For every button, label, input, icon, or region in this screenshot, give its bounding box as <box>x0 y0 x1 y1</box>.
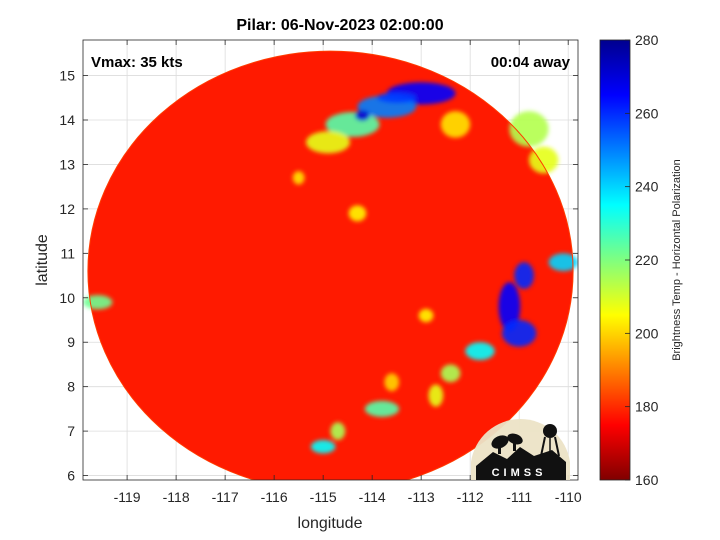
feature-west-spot <box>83 295 113 310</box>
radar-dish-icon <box>491 433 523 454</box>
colorbar-tick-label: 160 <box>635 472 659 488</box>
y-ticks: 6 7 8 9 10 11 12 13 14 15 <box>59 68 578 484</box>
swath <box>83 50 578 480</box>
feature-south-band <box>330 422 346 440</box>
feature-northeast-cells <box>509 111 549 147</box>
y-tick-label: 10 <box>59 290 75 306</box>
time-away-annotation: 00:04 away <box>491 54 571 71</box>
x-tick-label: -115 <box>310 489 337 505</box>
feature-east-band <box>502 320 537 347</box>
y-tick-label: 15 <box>59 68 75 84</box>
x-tick-label: -113 <box>408 489 435 505</box>
feature-north-band-core <box>355 110 370 121</box>
feature-east-spot <box>418 308 434 323</box>
cimss-logo: CIMSS <box>471 419 570 480</box>
y-tick-label: 14 <box>59 112 75 128</box>
feature-southeast-cells <box>428 384 444 407</box>
y-tick-label: 9 <box>67 334 75 350</box>
feature-east-band <box>498 282 521 332</box>
y-tick-label: 8 <box>67 379 75 395</box>
feature-north-band <box>305 131 351 154</box>
x-tick-label: -110 <box>555 489 582 505</box>
y-tick-label: 7 <box>67 423 75 439</box>
feature-spot <box>348 205 367 222</box>
y-tick-label: 12 <box>59 201 75 217</box>
colorbar-tick-label: 220 <box>635 252 659 268</box>
feature-east-band <box>514 262 534 289</box>
feature-northeast-cells <box>440 111 471 138</box>
feature-east-band <box>440 364 461 383</box>
feature-south-band <box>364 400 400 417</box>
x-tick-label: -118 <box>163 489 190 505</box>
x-tick-label: -119 <box>114 489 141 505</box>
y-tick-label: 11 <box>60 245 75 261</box>
x-tick-label: -112 <box>457 489 484 505</box>
water-tower-icon <box>540 424 560 457</box>
swath-edge <box>87 50 574 480</box>
y-tick-label: 6 <box>67 468 75 484</box>
x-tick-label: -117 <box>212 489 239 505</box>
axes-frame <box>82 39 579 481</box>
x-axis-label: longitude <box>298 515 363 532</box>
y-tick-label: 13 <box>59 156 75 172</box>
logo-text: CIMSS <box>492 467 547 479</box>
x-ticks: -119 -118 -117 -116 -115 -114 -113 -112 -111 -110 <box>114 40 582 505</box>
convection-layer <box>83 82 578 454</box>
colorbar-ticks: 160 180 200 220 240 260 280 <box>625 32 659 488</box>
feature-east-band <box>548 253 578 272</box>
x-tick-label: -114 <box>359 489 386 505</box>
feature-southeast-cells <box>384 373 400 392</box>
colorbar-label: Brightness Temp - Horizontal Polarizatio… <box>671 159 683 361</box>
feature-spot <box>292 171 305 185</box>
chart-title: Pilar: 06-Nov-2023 02:00:00 <box>236 17 443 34</box>
colorbar-tick-label: 280 <box>635 32 659 48</box>
colorbar-tick-label: 240 <box>635 179 659 195</box>
colorbar-tick-label: 180 <box>635 399 659 415</box>
logo-hills-icon <box>476 447 566 480</box>
y-axis-label: latitude <box>34 234 51 286</box>
feature-east-band <box>465 342 495 360</box>
feature-northeast-cells <box>528 146 559 174</box>
colorbar-tick-label: 200 <box>635 325 659 341</box>
feature-north-band-core <box>377 92 417 104</box>
colorbar-tick-label: 260 <box>635 105 659 121</box>
x-tick-label: -116 <box>261 489 288 505</box>
feature-south-band <box>310 440 336 454</box>
x-tick-label: -111 <box>506 489 532 505</box>
vmax-annotation: Vmax: 35 kts <box>91 54 183 71</box>
